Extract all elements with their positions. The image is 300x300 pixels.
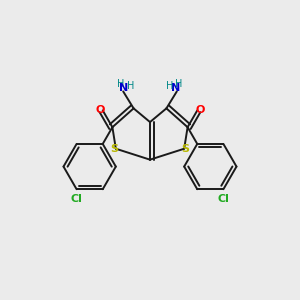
Text: Cl: Cl — [70, 194, 83, 204]
Text: S: S — [110, 144, 118, 154]
Text: H: H — [166, 80, 173, 91]
Text: N: N — [119, 83, 129, 94]
Text: Cl: Cl — [218, 194, 230, 204]
Text: S: S — [182, 144, 190, 154]
Text: H: H — [117, 79, 124, 89]
Text: O: O — [196, 106, 205, 116]
Text: O: O — [95, 106, 104, 116]
Text: H: H — [176, 79, 183, 89]
Text: N: N — [171, 83, 181, 94]
Text: H: H — [127, 80, 134, 91]
